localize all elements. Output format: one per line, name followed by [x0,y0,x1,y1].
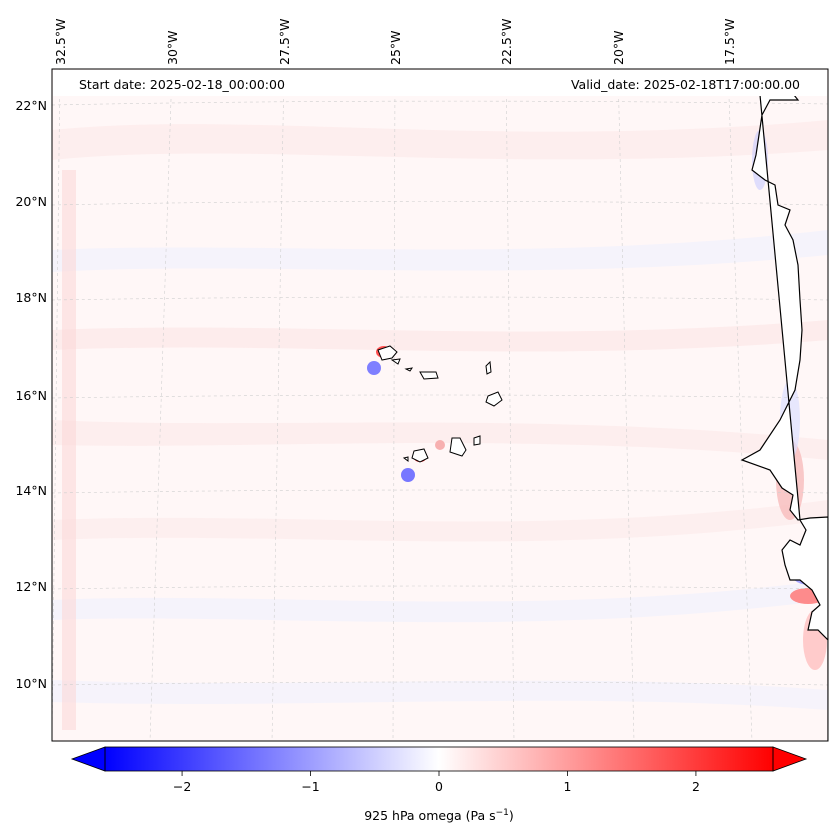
map-panel [52,69,828,741]
start-date-label: Start date: 2025-02-18_00:00:00 [79,77,285,92]
lat-label: 14°N [15,483,47,498]
cape-verde-islands [377,345,503,463]
lon-label: 20°W [611,30,626,65]
colorbar-tick-label: −1 [301,779,319,794]
colorbar-ticks: −2 −1 0 1 2 [173,771,700,794]
lat-label: 12°N [15,579,47,594]
lon-label: 30°W [165,30,180,65]
african-coastline [740,89,828,741]
lat-label: 22°N [15,98,47,113]
lon-label: 32.5°W [53,19,68,65]
colorbar-label: 925 hPa omega (Pa s−1) [364,808,514,823]
omega-field-bands [52,120,828,710]
graticule [52,69,828,741]
lat-label: 18°N [15,290,47,305]
colorbar-tick-label: 1 [563,779,571,794]
colorbar-tick-label: 0 [435,779,443,794]
valid-date-label: Valid_date: 2025-02-18T17:00:00.00 [571,77,800,92]
lat-label: 16°N [15,388,47,403]
colorbar-max-extension [772,746,808,772]
lon-label: 17.5°W [722,19,737,65]
lon-label: 25°W [388,30,403,65]
colorbar-tick-label: −2 [173,779,191,794]
map-frame [51,68,829,742]
lon-label: 22.5°W [499,19,514,65]
colorbar-tick-label: 2 [692,779,700,794]
lat-label: 20°N [15,194,47,209]
west-edge-streak [62,170,76,730]
omega-field-background [52,69,828,741]
colorbar-gradient [105,747,773,771]
latitude-labels: 22°N 20°N 18°N 16°N 14°N 12°N 10°N [15,98,47,691]
lat-label: 10°N [15,676,47,691]
header-backdrop [53,70,827,96]
longitude-labels: 32.5°W 30°W 27.5°W 25°W 22.5°W 20°W 17.5… [53,19,737,65]
lon-label: 27.5°W [277,19,292,65]
colorbar-min-extension [70,746,106,772]
colorbar: −2 −1 0 1 2 925 hPa omega (Pa s−1) [70,746,808,823]
